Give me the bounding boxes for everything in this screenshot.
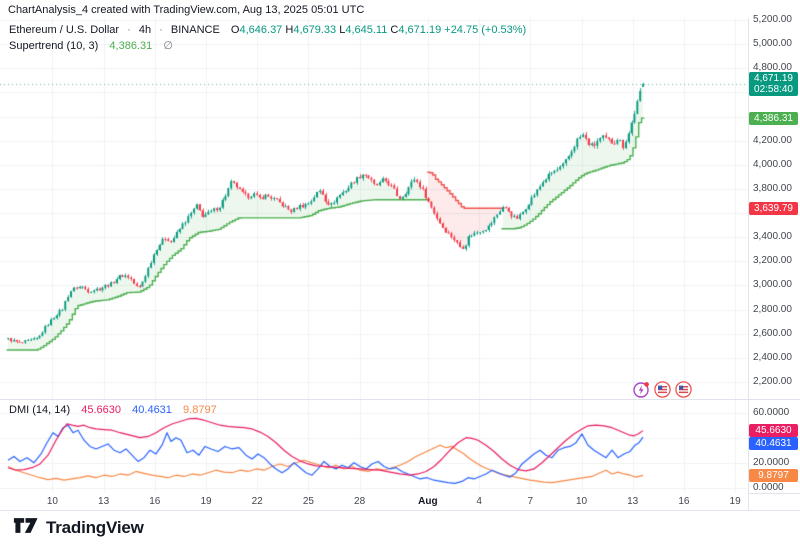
dmi-axis-label: 60.0000 xyxy=(753,406,790,418)
snapshot-title: ChartAnalysis_4 created with TradingView… xyxy=(8,4,365,16)
price-badge-supertrend-down: 3,639.79 xyxy=(749,201,798,215)
dmi-badge-adx: 45.6630 xyxy=(749,424,798,438)
price-badge-supertrend-up: 4,386.31 xyxy=(749,111,798,125)
time-axis-tick: 4 xyxy=(476,496,482,507)
time-axis-tick: 22 xyxy=(251,496,263,507)
price-axis-label: 2,400.00 xyxy=(753,351,792,363)
us-economic-event-icon[interactable] xyxy=(654,381,671,398)
time-axis-tick: 25 xyxy=(302,496,314,507)
symbol-exchange: BINANCE xyxy=(170,24,220,36)
price-axis-label: 5,200.00 xyxy=(753,14,792,25)
price-axis-label: 3,400.00 xyxy=(753,231,792,243)
dmi-name: DMI (14, 14) xyxy=(9,404,71,416)
price-chart-pane[interactable] xyxy=(0,18,748,400)
price-axis-label: 2,600.00 xyxy=(753,327,792,339)
tradingview-wordmark: TradingView xyxy=(46,518,144,537)
price-axis-label: 2,800.00 xyxy=(753,303,792,315)
time-axis-tick: 13 xyxy=(98,496,110,507)
price-axis[interactable]: 5,200.00 5,000.00 4,800.00 4,200.00 4,000.00… xyxy=(749,14,800,510)
dmi-plus-di-value: 40.4631 xyxy=(132,404,172,416)
price-axis-separator xyxy=(748,18,749,510)
dmi-legend[interactable]: DMI (14, 14) 45.6630 40.4631 9.8797 xyxy=(9,404,217,416)
symbol-interval: 4h xyxy=(138,24,152,36)
dmi-badge-plus-di: 40.4631 xyxy=(749,436,798,450)
ohlc-close: C4,671.19 xyxy=(390,24,442,36)
dmi-adx-value: 45.6630 xyxy=(81,404,122,416)
symbol-name: Ethereum / U.S. Dollar xyxy=(9,24,120,36)
time-axis-tick: 10 xyxy=(46,496,58,507)
time-axis-tick: 19 xyxy=(200,496,212,507)
time-axis-tick: 13 xyxy=(627,496,639,507)
time-axis-tick: Aug xyxy=(418,496,438,507)
ohlc-high: H4,679.33 xyxy=(285,24,337,36)
dmi-axis-label: 20.0000 xyxy=(753,456,790,468)
ohlc-open: O4,646.37 xyxy=(230,24,283,36)
price-axis-label: 4,800.00 xyxy=(753,62,792,74)
supertrend-legend[interactable]: Supertrend (10, 3) 4,386.31 ∅ xyxy=(9,39,173,52)
dmi-axis-label: 0.0000 xyxy=(753,481,784,493)
us-economic-event-icon[interactable] xyxy=(675,381,692,398)
price-axis-label: 3,800.00 xyxy=(753,182,792,194)
time-axis-tick: 16 xyxy=(678,496,690,507)
pane-separator[interactable] xyxy=(0,399,800,400)
dmi-badge-minus-di: 9.8797 xyxy=(749,468,798,482)
time-axis[interactable]: 10 13 16 19 22 25 28 Aug 4 7 10 13 16 19 xyxy=(0,493,748,510)
time-axis-tick: 7 xyxy=(527,496,534,507)
symbol-legend[interactable]: Ethereum / U.S. Dollar · 4h · BINANCE O4… xyxy=(9,24,527,36)
price-change: +24.75 (+0.53%) xyxy=(444,24,527,36)
ohlc-low: L4,645.11 xyxy=(339,24,388,36)
hidden-marker-icon[interactable]: ∅ xyxy=(163,40,173,52)
time-axis-tick: 10 xyxy=(575,496,588,507)
price-axis-label: 3,000.00 xyxy=(753,279,792,291)
time-axis-tick: 19 xyxy=(729,496,741,507)
ideas-lightning-icon[interactable] xyxy=(633,381,650,398)
supertrend-name: Supertrend (10, 3) xyxy=(9,40,99,52)
dmi-indicator-pane[interactable] xyxy=(0,400,748,493)
price-badge-last-price: 4,671.19 02:58:40 xyxy=(749,71,798,96)
chart-event-icons xyxy=(633,381,692,398)
price-axis-label: 3,200.00 xyxy=(753,255,792,267)
tradingview-logo-icon xyxy=(13,516,39,540)
dmi-minus-di-value: 9.8797 xyxy=(183,404,217,416)
supertrend-value: 4,386.31 xyxy=(109,40,153,52)
time-axis-tick: 28 xyxy=(354,496,366,507)
footer-separator xyxy=(0,510,800,511)
time-axis-tick: 16 xyxy=(149,496,161,507)
price-axis-label: 5,000.00 xyxy=(753,38,792,50)
tradingview-brand[interactable]: TradingView xyxy=(13,516,144,540)
price-axis-label: 2,200.00 xyxy=(753,375,792,387)
price-axis-label: 4,200.00 xyxy=(753,134,792,146)
price-axis-label: 4,000.00 xyxy=(753,158,792,170)
